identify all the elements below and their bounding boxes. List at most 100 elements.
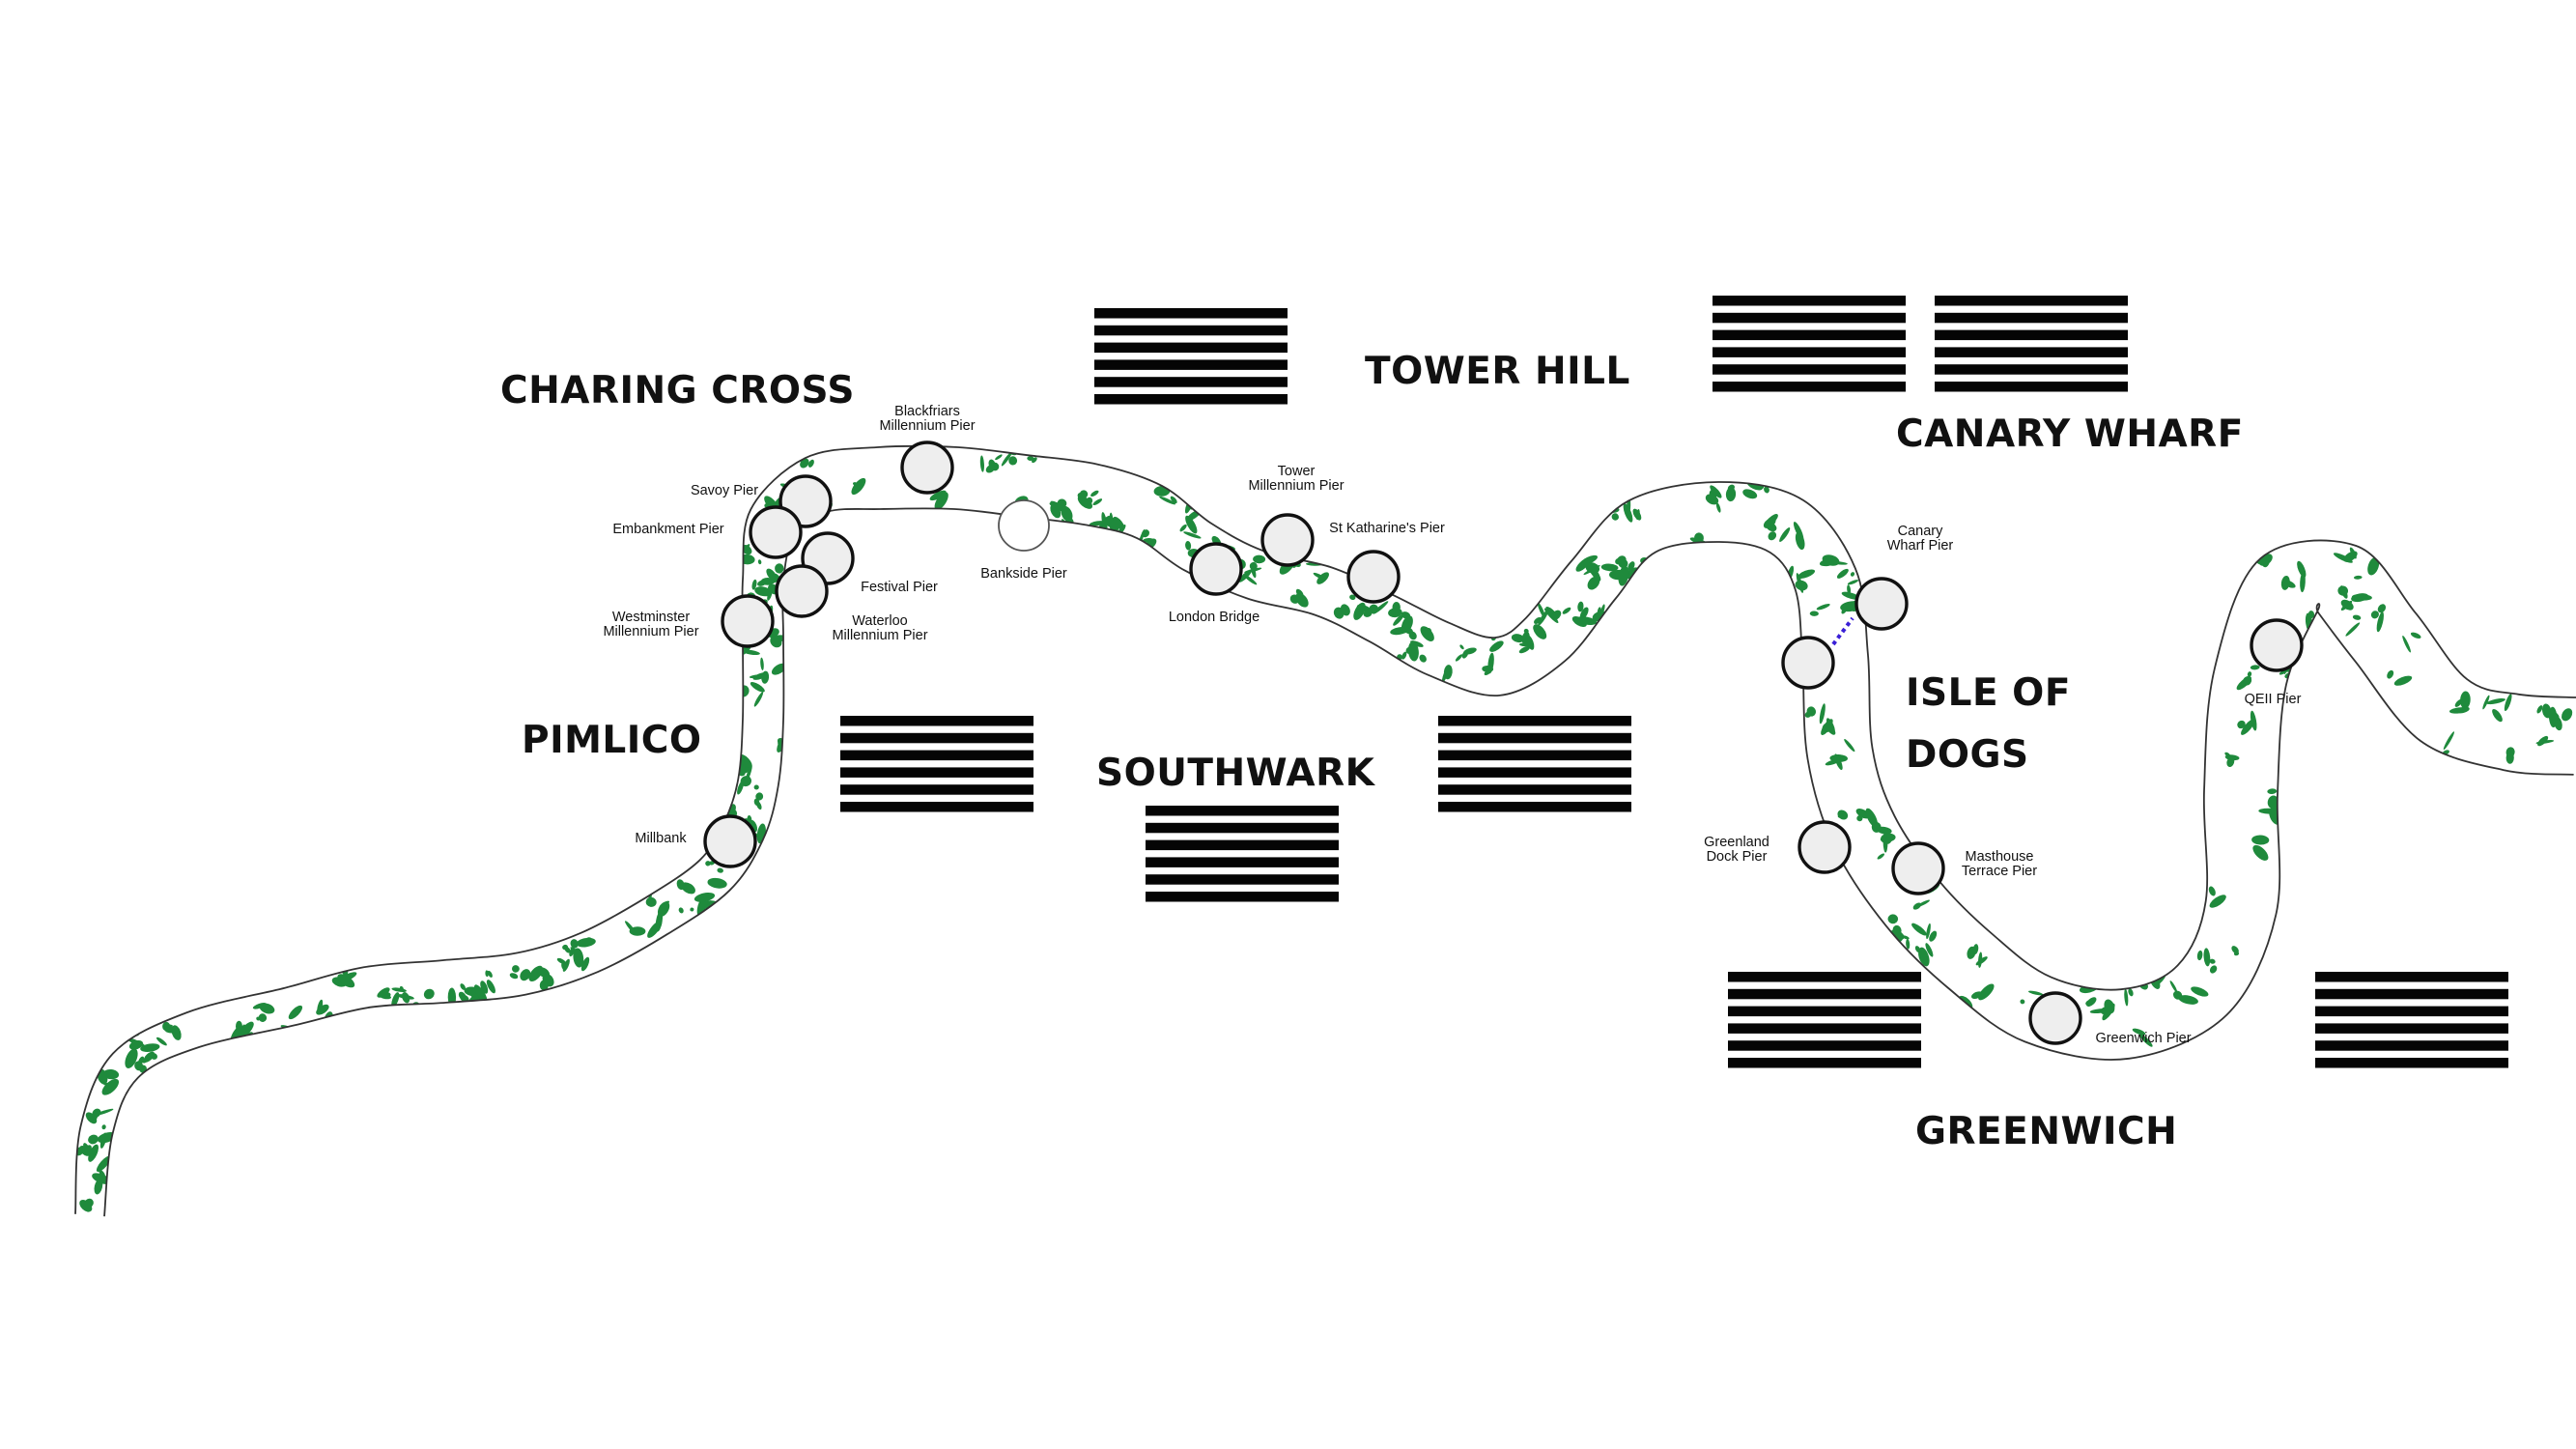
debris-mark — [694, 892, 716, 902]
debris-mark — [2226, 756, 2235, 767]
stripe-bar — [840, 802, 1033, 812]
stripe-bar — [1146, 822, 1339, 834]
debris-mark — [1533, 624, 1547, 639]
pier-label-london-bridge: London Bridge — [1169, 610, 1260, 625]
debris-mark — [573, 948, 584, 968]
debris-mark — [2410, 632, 2421, 639]
debris-mark — [1392, 602, 1401, 613]
stripe-block-greenwich-west — [1728, 972, 1921, 1068]
pier-marker-blackfriars[interactable] — [900, 440, 954, 495]
debris-mark — [1086, 497, 1093, 505]
debris-mark — [2340, 585, 2348, 599]
debris-mark — [509, 973, 519, 980]
debris-mark — [1916, 899, 1930, 907]
stripe-block-north-east-1 — [1713, 296, 1906, 392]
stripe-block-southwark — [1146, 806, 1339, 902]
stripe-bar — [1094, 308, 1288, 319]
river-body — [75, 445, 2576, 1217]
debris-mark — [570, 939, 579, 949]
debris-mark — [1061, 505, 1073, 522]
debris-mark — [163, 1024, 173, 1028]
pier-marker-waterloo[interactable] — [775, 564, 829, 618]
debris-mark — [2027, 990, 2044, 996]
debris-mark — [2402, 635, 2411, 653]
debris-mark — [1887, 914, 1899, 924]
stripe-bar — [2315, 1006, 2508, 1017]
debris-mark — [2344, 556, 2351, 561]
debris-mark — [1159, 496, 1176, 505]
debris-mark — [88, 1144, 99, 1162]
debris-mark — [1313, 572, 1325, 580]
debris-mark — [2460, 691, 2471, 709]
debris-mark — [1185, 515, 1198, 534]
debris-mark — [1109, 520, 1120, 532]
pier-marker-embankment[interactable] — [749, 505, 803, 559]
debris-mark — [240, 1021, 254, 1037]
debris-mark — [1618, 565, 1629, 586]
debris-mark — [2352, 614, 2362, 620]
debris-mark — [750, 682, 765, 693]
debris-mark — [1611, 513, 1620, 521]
pier-marker-london-bridge[interactable] — [1189, 542, 1243, 596]
debris-mark — [784, 620, 791, 642]
debris-mark — [2231, 946, 2239, 954]
pier-marker-st-katharines[interactable] — [1346, 550, 1401, 604]
debris-mark — [929, 490, 947, 501]
pier-marker-millbank[interactable] — [703, 814, 757, 868]
debris-mark — [1340, 604, 1350, 616]
stripe-bar — [1438, 750, 1631, 761]
debris-mark — [1795, 580, 1808, 591]
stripe-bar — [1094, 359, 1288, 370]
debris-mark — [2340, 600, 2353, 611]
debris-mark — [485, 970, 489, 978]
pier-marker-qeii[interactable] — [2250, 618, 2304, 672]
stripe-bar — [1935, 296, 2128, 306]
pier-marker-tower[interactable] — [1260, 513, 1315, 567]
stripe-bar — [2315, 1058, 2508, 1068]
debris-mark — [747, 815, 752, 824]
debris-mark — [2561, 708, 2573, 722]
debris-mark — [1836, 568, 1849, 579]
debris-mark — [678, 907, 684, 914]
debris-mark — [749, 674, 762, 679]
debris-mark — [2351, 593, 2369, 603]
debris-mark — [1575, 558, 1590, 572]
debris-mark — [761, 670, 770, 684]
debris-mark — [2196, 950, 2203, 961]
debris-mark — [580, 956, 590, 972]
debris-mark — [1410, 640, 1424, 647]
debris-mark — [1518, 645, 1531, 654]
pier-marker-greenwich[interactable] — [2028, 991, 2082, 1045]
district-southwark: SOUTHWARK — [1096, 752, 1376, 795]
debris-mark — [1459, 644, 1464, 650]
debris-mark — [1562, 607, 1571, 614]
stripe-bar — [1146, 857, 1339, 867]
debris-mark — [1691, 546, 1701, 551]
debris-mark — [2536, 705, 2543, 714]
debris-mark — [1183, 531, 1202, 539]
pier-marker-masthouse[interactable] — [1891, 841, 1945, 895]
pier-marker-canary-wharf[interactable] — [1854, 577, 1909, 631]
debris-mark — [2267, 795, 2279, 809]
debris-mark — [745, 764, 752, 783]
debris-mark — [1253, 554, 1266, 564]
debris-mark — [127, 1037, 146, 1047]
pier-label-tower: Tower Millennium Pier — [1248, 464, 1344, 494]
debris-mark — [2237, 720, 2246, 729]
stripe-bar — [1713, 296, 1906, 306]
pier-marker-westminster[interactable] — [721, 594, 775, 648]
stripe-bar — [840, 732, 1033, 744]
stripe-bar — [1438, 802, 1631, 812]
debris-mark — [1142, 538, 1153, 543]
stripe-bar — [840, 767, 1033, 778]
debris-mark — [1819, 703, 1826, 724]
debris-mark — [1837, 810, 1849, 820]
pier-marker-greenland[interactable] — [1798, 820, 1852, 874]
debris-mark — [1978, 990, 1987, 998]
pier-label-waterloo: Waterloo Millennium Pier — [832, 613, 927, 643]
pier-marker-isle-of-dogs[interactable] — [1781, 636, 1835, 690]
pier-marker-bankside[interactable] — [998, 499, 1050, 552]
debris-mark — [156, 1037, 167, 1046]
debris-mark — [979, 455, 984, 472]
debris-mark — [79, 1199, 93, 1212]
